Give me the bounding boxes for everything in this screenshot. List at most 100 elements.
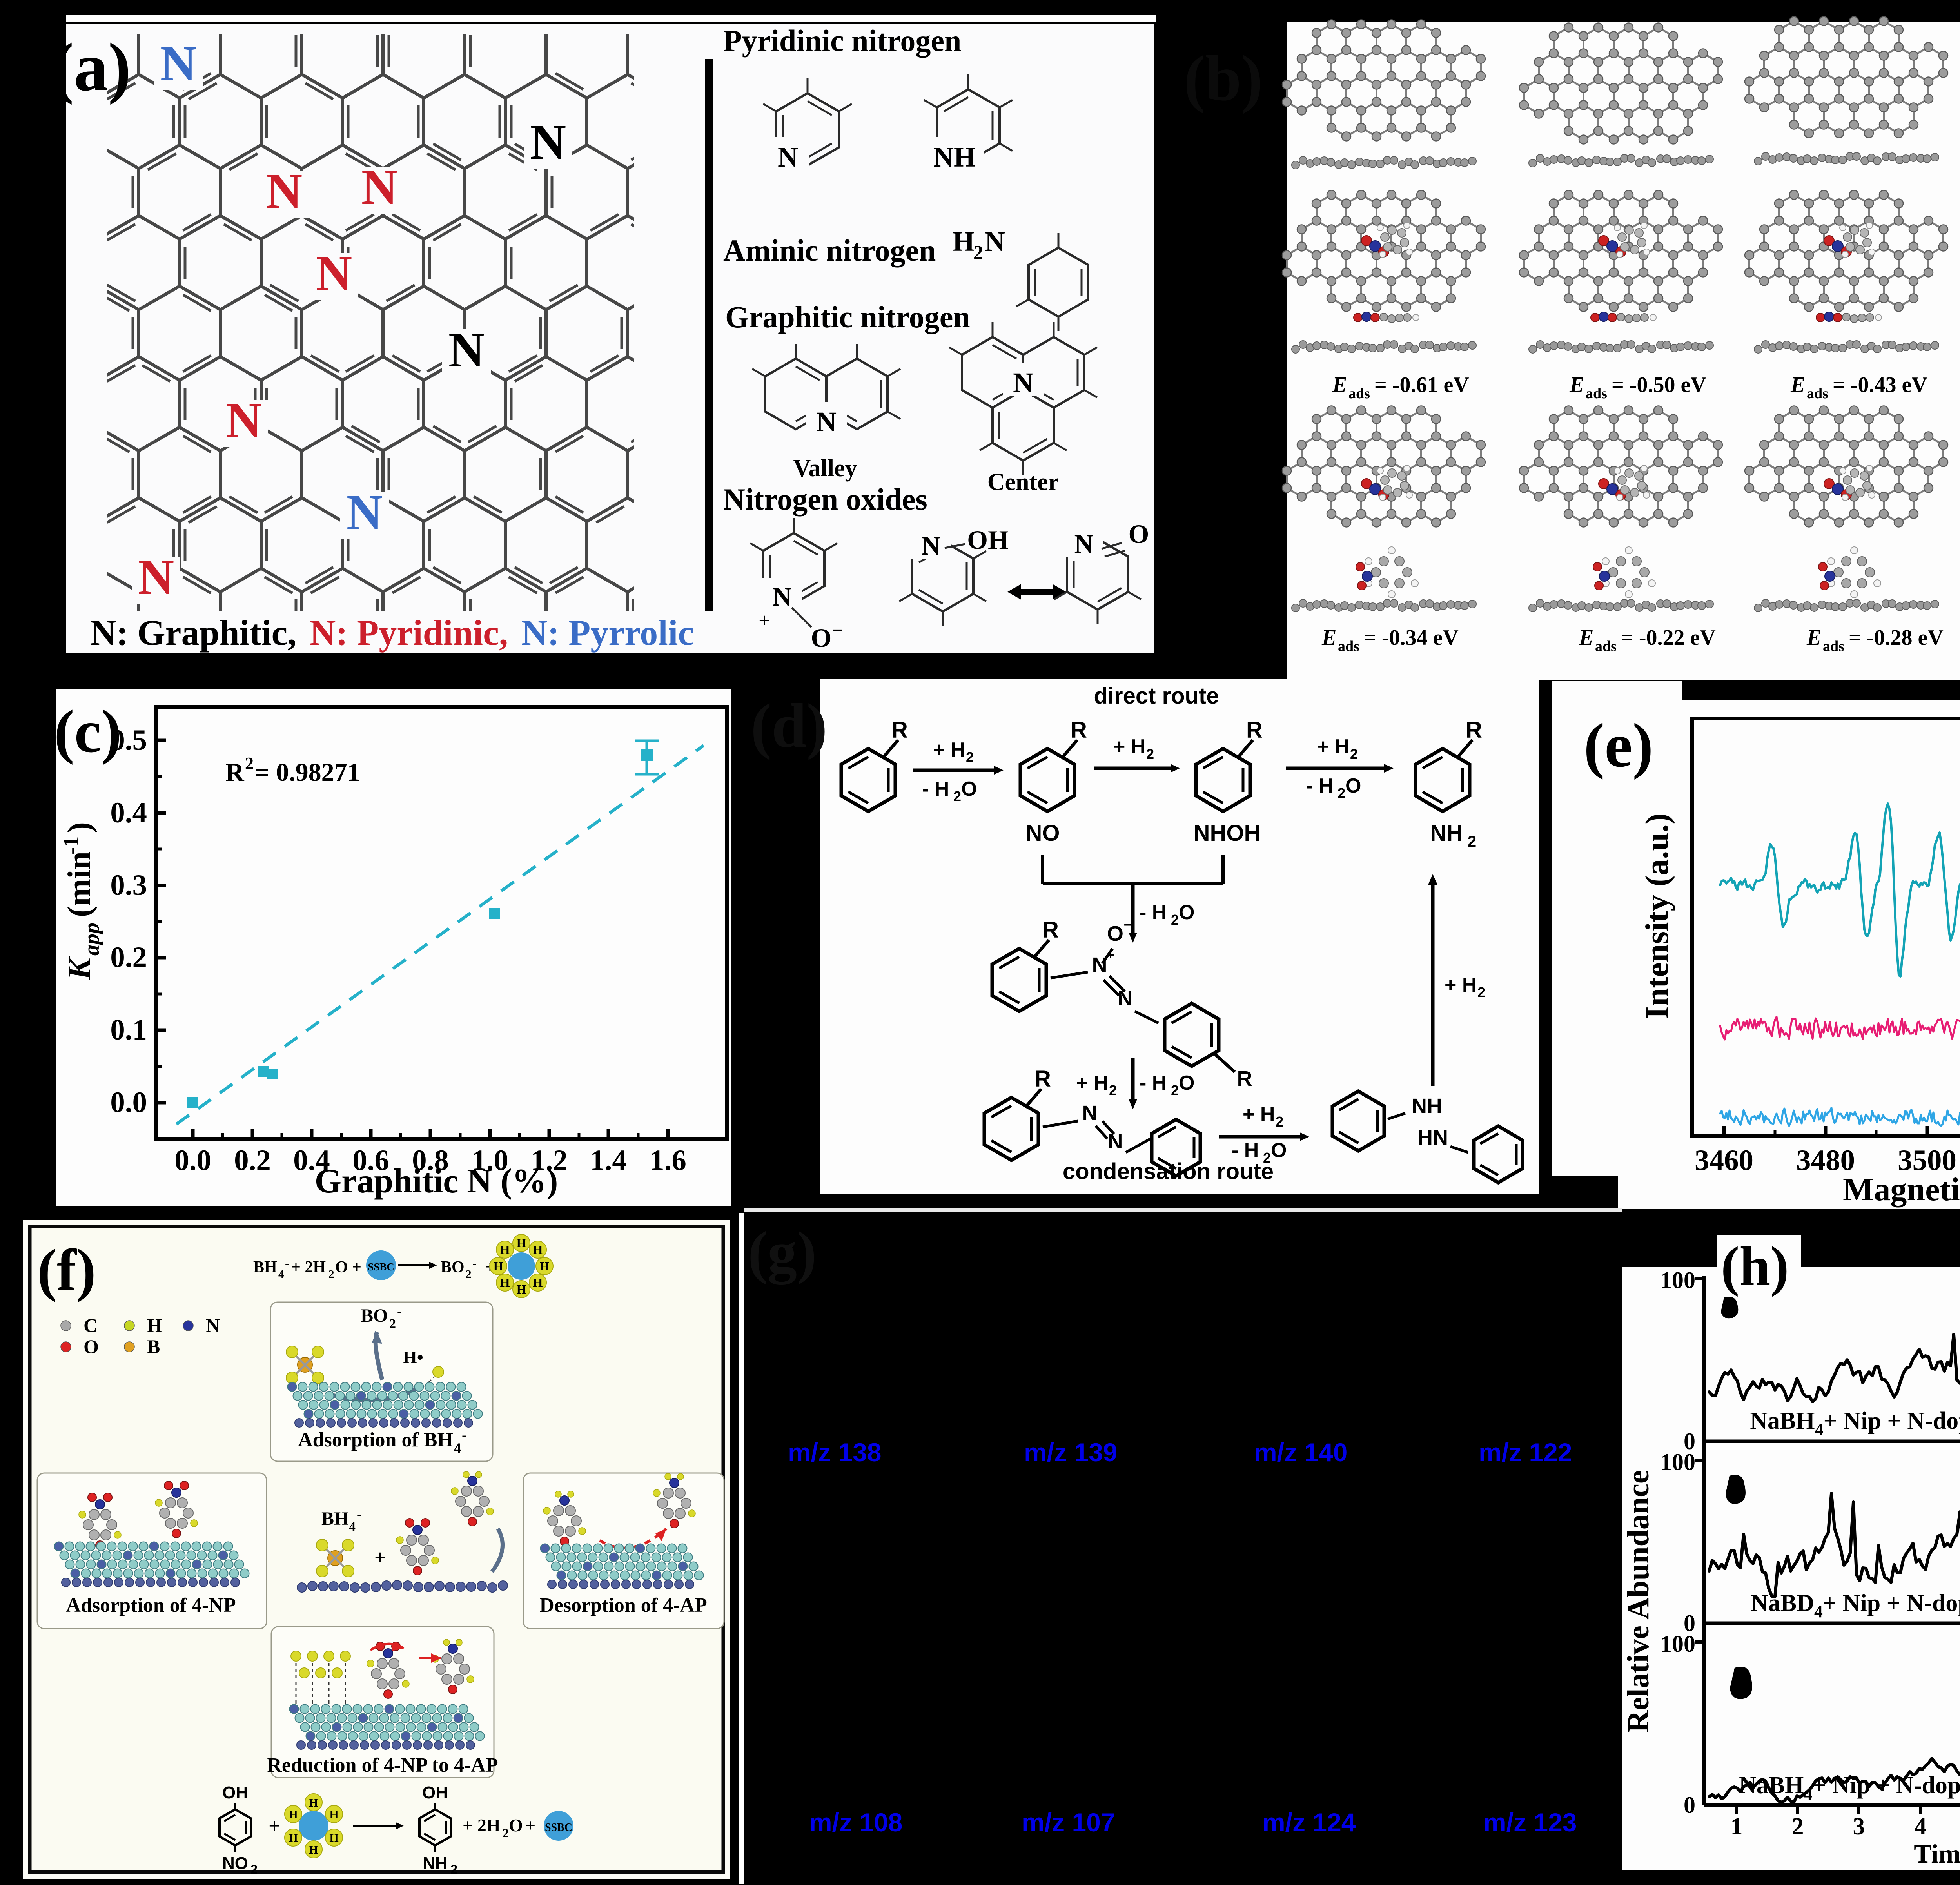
svg-text:Magnetic field (G): Magnetic field (G) <box>1843 1171 1960 1208</box>
svg-text:(f): (f) <box>37 1237 96 1303</box>
svg-text:O: O <box>1107 922 1123 945</box>
svg-text:N: N <box>1013 367 1033 398</box>
svg-text:= -0.22 eV: = -0.22 eV <box>1621 626 1716 650</box>
svg-text:(h): (h) <box>1721 1235 1789 1297</box>
svg-text:0.4: 0.4 <box>293 1144 330 1177</box>
svg-text:= -0.28 eV: = -0.28 eV <box>1849 626 1944 650</box>
svg-text:+: + <box>759 610 770 632</box>
svg-text:NH: NH <box>1412 1094 1442 1118</box>
svg-text:- H: - H <box>1232 1139 1259 1162</box>
svg-text:ads: ads <box>1348 385 1370 402</box>
svg-text:R: R <box>1466 717 1482 743</box>
svg-text:2: 2 <box>953 788 961 804</box>
svg-text:0.0: 0.0 <box>174 1144 211 1177</box>
svg-text:NO: NO <box>1026 820 1060 846</box>
svg-text:NO: NO <box>222 1854 248 1873</box>
svg-text:= -0.34 eV: = -0.34 eV <box>1364 626 1459 650</box>
svg-text:NaBD4+ Nip + N-doped graphene: NaBD4+ Nip + N-doped graphene H2O soluti… <box>1751 1590 1960 1621</box>
svg-text:0.8: 0.8 <box>412 1144 449 1177</box>
svg-text:–: – <box>833 619 842 638</box>
svg-text:-: - <box>285 1256 289 1270</box>
svg-text:100: 100 <box>1660 1449 1695 1475</box>
svg-text:0.2: 0.2 <box>110 941 147 974</box>
svg-text:1.2: 1.2 <box>531 1144 568 1177</box>
svg-text:m/z 123: m/z 123 <box>1483 1808 1577 1837</box>
svg-text:-: - <box>357 1506 361 1522</box>
svg-text:2: 2 <box>450 1862 457 1876</box>
svg-text:2: 2 <box>1276 1114 1283 1130</box>
svg-text:0.6: 0.6 <box>352 1144 389 1177</box>
svg-text:2: 2 <box>250 1862 258 1876</box>
svg-text:m/z 124: m/z 124 <box>1262 1808 1356 1837</box>
svg-text:0.1: 0.1 <box>110 1014 147 1046</box>
svg-text:+ H: + H <box>1076 1072 1108 1094</box>
svg-text:R: R <box>1042 917 1059 943</box>
svg-text:2: 2 <box>1146 746 1154 762</box>
svg-text:= -0.50 eV: = -0.50 eV <box>1612 373 1706 397</box>
svg-text:N: N <box>1108 1130 1123 1153</box>
svg-text:NHOH: NHOH <box>1194 820 1261 846</box>
svg-text:- H: - H <box>1140 901 1167 924</box>
svg-text:H: H <box>147 1314 162 1336</box>
svg-text:(a): (a) <box>51 29 131 105</box>
svg-text:4: 4 <box>278 1268 284 1281</box>
svg-text:2: 2 <box>466 1268 472 1281</box>
svg-text:2: 2 <box>1338 785 1345 801</box>
svg-text:-: - <box>462 1426 467 1444</box>
svg-text:3: 3 <box>1853 1813 1865 1840</box>
svg-text:0.5: 0.5 <box>110 724 147 757</box>
svg-text:2: 2 <box>1350 746 1358 762</box>
svg-text:NaBH4+ Nip + N-doped graphene: NaBH4+ Nip + N-doped graphene H2O soluti… <box>1750 1408 1960 1439</box>
svg-text:BH: BH <box>321 1508 348 1529</box>
svg-text:HN: HN <box>1417 1126 1448 1149</box>
svg-text:1: 1 <box>1731 1813 1743 1840</box>
svg-text:-: - <box>472 1256 477 1270</box>
svg-text:0.3: 0.3 <box>110 869 147 902</box>
svg-text:R: R <box>225 758 245 787</box>
svg-text:0.4: 0.4 <box>110 796 147 829</box>
svg-text:NH: NH <box>1430 820 1463 846</box>
svg-text:+: + <box>352 1258 361 1276</box>
svg-text:BH: BH <box>253 1258 277 1276</box>
svg-text:SSBC: SSBC <box>368 1261 394 1273</box>
svg-text:-: - <box>397 1303 402 1319</box>
svg-text:= -0.61 eV: = -0.61 eV <box>1374 373 1469 397</box>
svg-text:= -0.43 eV: = -0.43 eV <box>1833 373 1927 397</box>
svg-text:2: 2 <box>503 1826 509 1840</box>
svg-text:O: O <box>1129 519 1149 549</box>
svg-text:0: 0 <box>1684 1428 1695 1454</box>
svg-text:E: E <box>1790 373 1805 397</box>
svg-text:OH: OH <box>967 525 1009 555</box>
svg-text:= 0.98271: = 0.98271 <box>255 758 360 787</box>
svg-text:(c): (c) <box>54 698 122 765</box>
svg-text:app: app <box>80 923 104 956</box>
svg-text:ads: ads <box>1807 385 1828 402</box>
svg-text:O: O <box>83 1335 99 1357</box>
svg-text:2: 2 <box>1109 1082 1117 1098</box>
svg-text:4: 4 <box>349 1520 356 1534</box>
svg-text:R: R <box>1034 1066 1051 1092</box>
svg-text:- H: - H <box>1140 1072 1167 1094</box>
svg-text:m/z 107: m/z 107 <box>1022 1808 1115 1837</box>
svg-text:(b): (b) <box>1184 42 1263 114</box>
svg-text:N: N <box>816 406 837 437</box>
svg-text:OH: OH <box>422 1783 448 1802</box>
svg-text:+ 2H: + 2H <box>463 1815 501 1835</box>
svg-text:- H: - H <box>1306 775 1333 797</box>
svg-text:O: O <box>1179 1072 1194 1094</box>
svg-text:Adsorption of BH: Adsorption of BH <box>298 1429 453 1451</box>
svg-text:+ H: + H <box>933 738 965 761</box>
svg-text:N: Pyridinic,: N: Pyridinic, <box>310 613 508 653</box>
svg-text:R: R <box>1237 1067 1252 1090</box>
svg-text:(min: (min <box>61 851 98 917</box>
svg-text:(d): (d) <box>751 691 828 760</box>
svg-text:Desorption of 4-AP: Desorption of 4-AP <box>539 1594 707 1616</box>
svg-text:100: 100 <box>1660 1631 1695 1657</box>
svg-text:2: 2 <box>973 241 983 263</box>
svg-text:+ H: + H <box>1243 1103 1275 1126</box>
svg-text:4: 4 <box>454 1440 461 1456</box>
svg-text:SSBC: SSBC <box>545 1822 572 1834</box>
svg-text:N: Graphitic,: N: Graphitic, <box>90 613 296 653</box>
svg-text:0.2: 0.2 <box>234 1144 271 1177</box>
svg-text:E: E <box>1332 373 1347 397</box>
